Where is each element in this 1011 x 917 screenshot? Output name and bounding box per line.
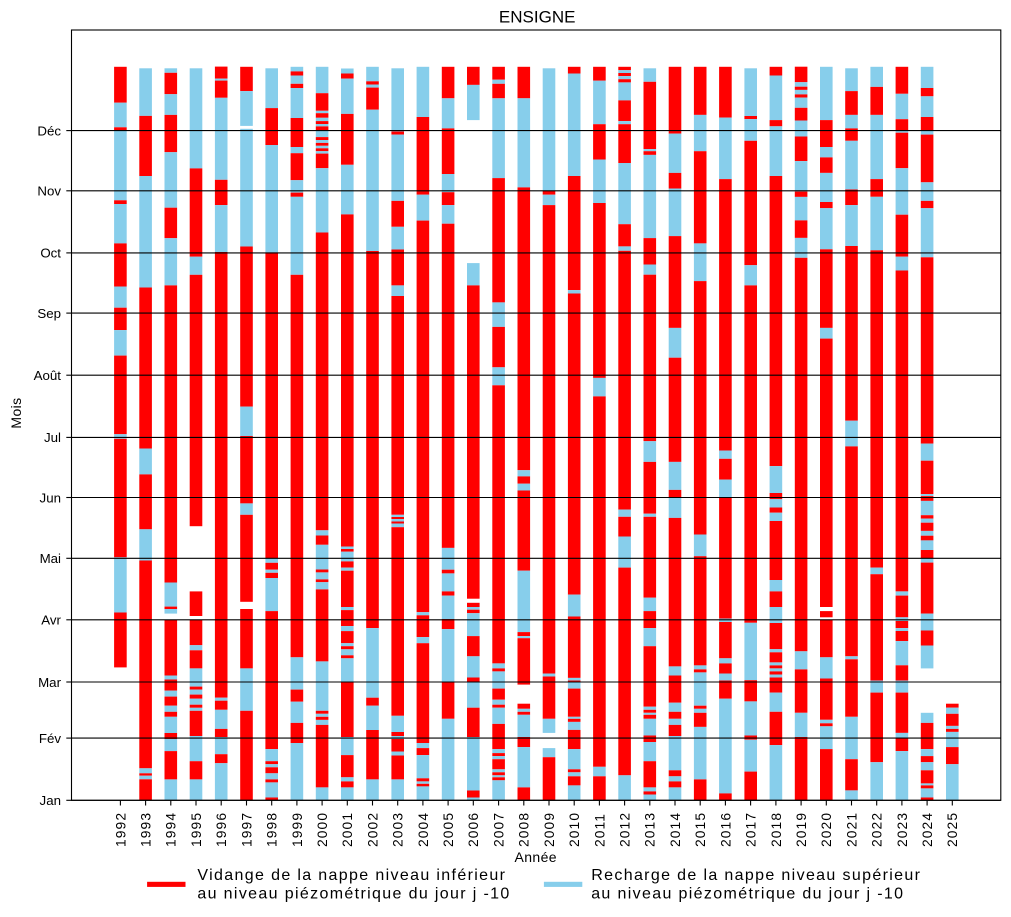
svg-text:2018: 2018 — [769, 812, 784, 847]
svg-text:Oct: Oct — [40, 246, 61, 261]
svg-text:2003: 2003 — [391, 812, 406, 847]
svg-text:2017: 2017 — [744, 812, 759, 847]
svg-text:Sep: Sep — [37, 306, 61, 321]
svg-text:2023: 2023 — [895, 812, 910, 847]
svg-text:2011: 2011 — [592, 813, 607, 847]
svg-text:1997: 1997 — [239, 812, 254, 847]
svg-text:Vidange de la nappe niveau inf: Vidange de la nappe niveau inférieur — [197, 867, 506, 884]
svg-text:2024: 2024 — [920, 812, 935, 847]
svg-text:1996: 1996 — [214, 812, 229, 847]
svg-text:2006: 2006 — [466, 812, 481, 847]
svg-text:Jan: Jan — [40, 793, 61, 808]
svg-text:2001: 2001 — [340, 812, 355, 847]
svg-text:Jun: Jun — [40, 490, 61, 505]
svg-text:2019: 2019 — [794, 812, 809, 847]
svg-text:1998: 1998 — [265, 812, 280, 847]
svg-text:Mar: Mar — [38, 675, 61, 690]
svg-text:1994: 1994 — [164, 812, 179, 847]
svg-text:Mois: Mois — [8, 397, 24, 428]
svg-text:2002: 2002 — [365, 812, 380, 847]
svg-text:2025: 2025 — [945, 812, 960, 847]
svg-text:1995: 1995 — [189, 812, 204, 847]
svg-text:2010: 2010 — [567, 812, 582, 847]
svg-text:Déc: Déc — [37, 123, 61, 138]
svg-text:1993: 1993 — [139, 812, 154, 847]
svg-text:Avr: Avr — [41, 613, 61, 628]
svg-text:2022: 2022 — [870, 812, 885, 847]
svg-text:2000: 2000 — [315, 812, 330, 847]
svg-text:2021: 2021 — [844, 812, 859, 847]
svg-text:ENSIGNE: ENSIGNE — [499, 7, 576, 26]
svg-text:2005: 2005 — [441, 812, 456, 847]
svg-text:Mai: Mai — [40, 551, 61, 566]
svg-text:2020: 2020 — [819, 812, 834, 847]
svg-text:Jul: Jul — [44, 430, 61, 445]
svg-text:2004: 2004 — [416, 812, 431, 847]
svg-text:au niveau piézométrique du jou: au niveau piézométrique du jour j -10 — [197, 886, 510, 903]
svg-text:au niveau piézométrique du jou: au niveau piézométrique du jour j -10 — [591, 886, 904, 903]
svg-text:2015: 2015 — [693, 812, 708, 847]
svg-text:2012: 2012 — [618, 812, 633, 847]
svg-text:2008: 2008 — [517, 812, 532, 847]
svg-text:Nov: Nov — [37, 184, 61, 199]
svg-text:1999: 1999 — [290, 812, 305, 847]
svg-text:1992: 1992 — [113, 812, 128, 847]
svg-text:2009: 2009 — [542, 812, 557, 847]
svg-text:2007: 2007 — [492, 812, 507, 847]
svg-text:2014: 2014 — [668, 812, 683, 847]
svg-text:Fév: Fév — [39, 731, 62, 746]
svg-text:2016: 2016 — [718, 812, 733, 847]
svg-text:Recharge de la nappe niveau su: Recharge de la nappe niveau supérieur — [591, 867, 921, 884]
svg-text:Août: Août — [34, 368, 62, 383]
svg-text:Année: Année — [514, 849, 556, 865]
svg-text:2013: 2013 — [643, 812, 658, 847]
